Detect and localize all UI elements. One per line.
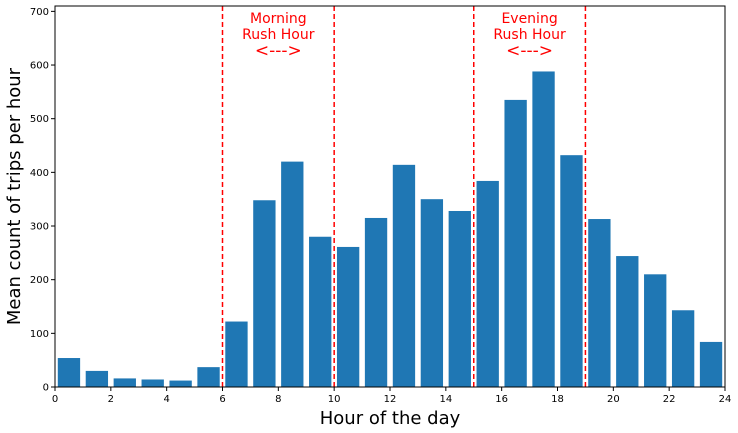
bar-hour-1	[85, 370, 109, 387]
bar-hour-11	[364, 217, 388, 387]
x-tick-label: 8	[275, 394, 281, 405]
bar-hour-21	[644, 274, 667, 387]
bar-hour-20	[616, 256, 639, 387]
bar-hour-10	[336, 246, 360, 387]
annotation-1-line-1: Rush Hour	[493, 27, 566, 43]
bar-hour-13	[420, 199, 444, 387]
y-axis-label: Mean count of trips per hour	[4, 67, 25, 325]
bar-hour-8	[281, 161, 304, 387]
y-tick-label: 100	[30, 329, 49, 340]
bar-hour-5	[197, 367, 220, 387]
bar-hour-6	[225, 321, 248, 387]
bar-hour-0	[57, 358, 81, 387]
x-tick-label: 10	[328, 394, 341, 405]
bar-hour-4	[169, 380, 192, 387]
y-axis-ticks: 0 100 200 300 400 500 600 700	[30, 7, 55, 394]
bar-hour-14	[448, 210, 471, 387]
bar-hour-9	[309, 236, 332, 387]
bar-hour-15	[476, 180, 499, 387]
y-tick-label: 400	[30, 168, 49, 179]
bars-group	[57, 71, 723, 388]
y-tick-label: 700	[30, 7, 49, 18]
bar-hour-18	[560, 155, 583, 387]
y-tick-label: 300	[30, 222, 49, 233]
x-tick-label: 14	[439, 394, 452, 405]
y-tick-label: 600	[30, 61, 49, 72]
bar-hour-12	[392, 164, 416, 387]
bar-hour-16	[504, 99, 527, 387]
annotation-0-line-1: Rush Hour	[242, 27, 315, 43]
y-tick-label: 200	[30, 275, 49, 286]
bar-hour-19	[588, 219, 611, 387]
x-axis-ticks: 0 2 4 6 8 10 12 14 16 18 20 22 24	[52, 387, 732, 405]
x-tick-label: 0	[52, 394, 58, 405]
x-tick-label: 16	[495, 394, 508, 405]
y-tick-label: 500	[30, 114, 49, 125]
bar-hour-22	[671, 310, 695, 387]
annotation-0-line-0: Morning	[250, 11, 307, 27]
annotation-1-arrow: <--->	[506, 41, 553, 61]
y-tick-label: 0	[43, 383, 49, 394]
annotation-1-line-0: Evening	[501, 11, 557, 27]
bar-hour-17	[532, 71, 555, 388]
bar-hour-7	[253, 200, 276, 387]
bar-hour-3	[141, 379, 164, 387]
x-tick-label: 2	[108, 394, 114, 405]
x-axis-label: Hour of the day	[320, 408, 461, 429]
x-tick-label: 24	[719, 394, 732, 405]
x-tick-label: 20	[607, 394, 620, 405]
x-tick-label: 6	[219, 394, 225, 405]
bar-hour-2	[113, 378, 136, 387]
x-tick-label: 18	[551, 394, 564, 405]
x-tick-label: 4	[163, 394, 169, 405]
annotation-0-arrow: <--->	[255, 41, 302, 61]
bar-hour-23	[699, 341, 723, 387]
x-tick-label: 12	[384, 394, 397, 405]
x-tick-label: 22	[663, 394, 676, 405]
